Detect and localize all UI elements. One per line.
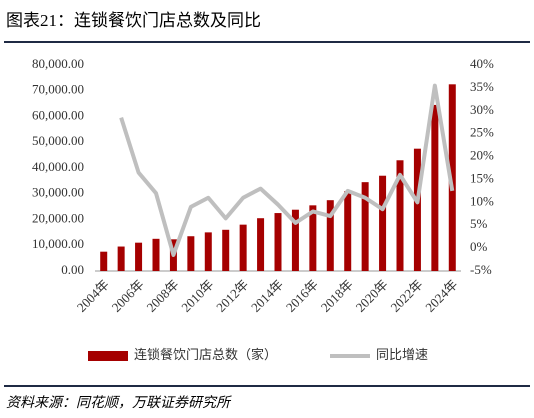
x-tick-label: 2016年: [283, 277, 321, 315]
y-tick-label: 70,000.00: [32, 82, 84, 97]
y2-tick-label: 5%: [470, 216, 488, 231]
x-tick-label: 2004年: [74, 277, 112, 315]
y-tick-label: 60,000.00: [32, 107, 84, 122]
bar: [117, 246, 125, 271]
y-tick-label: 20,000.00: [32, 210, 84, 225]
x-tick-label: 2024年: [422, 277, 460, 315]
line: [119, 83, 455, 257]
bar: [152, 238, 160, 271]
y2-tick-label: 25%: [470, 125, 494, 140]
x-tick-label: 2008年: [143, 277, 181, 315]
bar: [239, 224, 247, 271]
x-tick-label: 2012年: [213, 277, 251, 315]
chart-title: 图表21：连锁餐饮门店总数及同比: [6, 11, 261, 30]
source-note: 资料来源：同花顺，万联证券研究所: [6, 395, 232, 411]
bar: [257, 218, 265, 271]
bar: [274, 213, 282, 271]
bar: [448, 84, 456, 271]
x-tick-label: 2014年: [248, 277, 286, 315]
y2-tick-label: 0%: [470, 239, 488, 254]
bar: [135, 242, 143, 271]
bar: [100, 251, 108, 271]
bar: [431, 104, 439, 271]
bar: [309, 205, 317, 271]
y2-tick-label: 40%: [470, 56, 494, 71]
y2-tick-label: 10%: [470, 193, 494, 208]
bar: [344, 191, 352, 271]
bar: [379, 175, 387, 271]
y-tick-label: 30,000.00: [32, 185, 84, 200]
legend-label: 同比增速: [376, 347, 428, 362]
bar: [204, 232, 212, 271]
x-tick-label: 2018年: [318, 277, 356, 315]
y-tick-label: 0.00: [61, 262, 84, 277]
y2-tick-label: 35%: [470, 79, 494, 94]
y2-tick-label: 20%: [470, 148, 494, 163]
legend-label: 连锁餐饮门店总数（家）: [134, 347, 277, 362]
y2-tick-label: 15%: [470, 170, 494, 185]
bar: [396, 160, 404, 271]
legend-swatch: [88, 351, 128, 361]
bar: [222, 229, 230, 271]
y-tick-label: 40,000.00: [32, 159, 84, 174]
bar: [413, 148, 421, 271]
bar: [361, 182, 369, 271]
y-tick-label: 10,000.00: [32, 236, 84, 251]
y-tick-label: 80,000.00: [32, 56, 84, 71]
y2-tick-label: 30%: [470, 102, 494, 117]
x-tick-label: 2022年: [387, 277, 425, 315]
bar: [291, 209, 299, 271]
x-tick-label: 2010年: [178, 277, 216, 315]
bar: [326, 200, 334, 271]
x-tick-label: 2006年: [109, 277, 147, 315]
x-tick-label: 2020年: [353, 277, 391, 315]
y-tick-label: 50,000.00: [32, 133, 84, 148]
y2-tick-label: -5%: [470, 262, 492, 277]
bar: [187, 236, 195, 271]
